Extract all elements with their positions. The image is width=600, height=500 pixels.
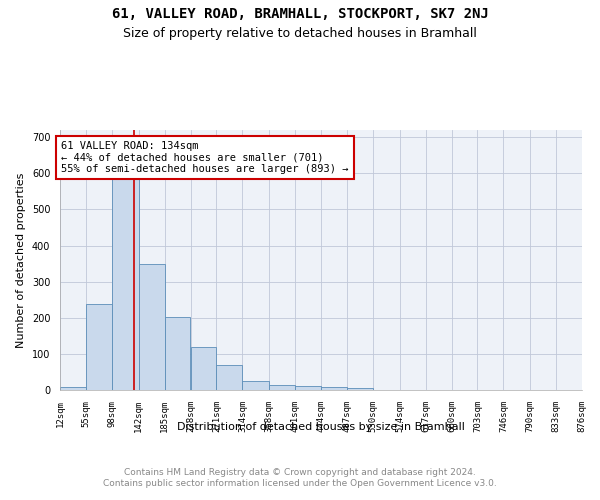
Bar bbox=[242, 381, 269, 390]
Text: 61 VALLEY ROAD: 134sqm
← 44% of detached houses are smaller (701)
55% of semi-de: 61 VALLEY ROAD: 134sqm ← 44% of detached… bbox=[61, 141, 349, 174]
Bar bbox=[86, 304, 112, 390]
Y-axis label: Number of detached properties: Number of detached properties bbox=[16, 172, 26, 348]
Bar bbox=[321, 387, 347, 390]
Bar bbox=[295, 386, 321, 390]
Text: Size of property relative to detached houses in Bramhall: Size of property relative to detached ho… bbox=[123, 28, 477, 40]
Bar bbox=[191, 348, 217, 390]
Bar bbox=[347, 388, 373, 390]
Bar bbox=[217, 364, 242, 390]
Bar bbox=[164, 317, 190, 390]
Bar bbox=[269, 384, 295, 390]
Text: Distribution of detached houses by size in Bramhall: Distribution of detached houses by size … bbox=[177, 422, 465, 432]
Bar bbox=[60, 387, 86, 390]
Text: Contains HM Land Registry data © Crown copyright and database right 2024.
Contai: Contains HM Land Registry data © Crown c… bbox=[103, 468, 497, 487]
Bar bbox=[139, 264, 164, 390]
Text: 61, VALLEY ROAD, BRAMHALL, STOCKPORT, SK7 2NJ: 61, VALLEY ROAD, BRAMHALL, STOCKPORT, SK… bbox=[112, 8, 488, 22]
Bar bbox=[112, 177, 139, 390]
